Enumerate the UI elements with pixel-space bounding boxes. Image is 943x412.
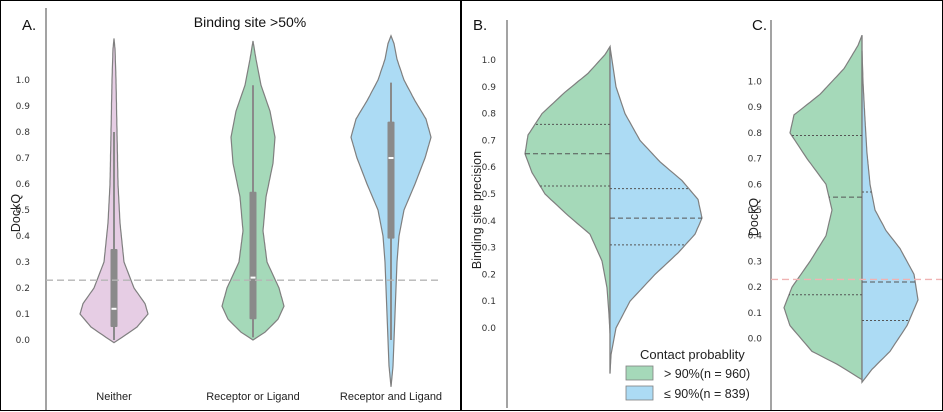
- panel-b-ytick-label: 0.5: [482, 190, 496, 200]
- iqr-box: [387, 121, 395, 239]
- panel-a-plot: 0.0 0.1 0.2 0.3 0.4 0.5 0.6 0.7 0.8 0.9 1.0: [16, 8, 440, 410]
- panel-b-ytick-label: 0.6: [482, 163, 497, 173]
- iqr-box: [110, 249, 118, 327]
- panel-b-ytick-label: 0.4: [482, 217, 497, 227]
- panel-c-ytick-label: 0.7: [748, 155, 762, 165]
- panel-b-plot: 0.0 0.1 0.2 0.3 0.4 0.5 0.6 0.7 0.8 0.9 1.0: [482, 20, 703, 408]
- panel-a-ylabel: DockQ: [9, 194, 23, 232]
- panel-c-ylabel: DockQ: [747, 198, 761, 236]
- split-violin-high: [524, 44, 611, 334]
- panel-c-label: C.: [752, 17, 767, 34]
- panel-b-ytick-label: 1.0: [482, 56, 497, 66]
- panel-a-ytick-label: 0.2: [16, 284, 30, 294]
- panel-c-ytick-label: 0.0: [748, 335, 763, 345]
- panel-c-ytick-label: 0.4: [748, 232, 763, 242]
- panel-a-ytick-label: 0.8: [16, 128, 31, 138]
- panel-c-plot: 0.0 0.1 0.2 0.3 0.4 0.5 0.6 0.7 0.8 0.9 1.0: [748, 20, 942, 410]
- panel-b-ytick-label: 0.3: [482, 244, 496, 254]
- split-violin-high: [783, 34, 863, 381]
- category-label-receptor-or-ligand: Receptor or Ligand: [206, 391, 300, 403]
- panel-a-ytick-label: 0.0: [16, 336, 31, 346]
- panel-a-label: A.: [22, 17, 36, 34]
- panel-b-ytick-label: 0.1: [482, 297, 496, 307]
- panel-a-ytick-label: 0.3: [16, 258, 30, 268]
- iqr-box: [249, 191, 257, 320]
- panel-b-ytick-label: 0.8: [482, 110, 497, 120]
- legend-swatch-green: [625, 365, 654, 381]
- panel-b-ylabel: Binding site precision: [470, 151, 484, 269]
- panel-b-ytick-label: 0.7: [482, 136, 496, 146]
- panel-a-ytick-label: 0.6: [16, 180, 31, 190]
- panel-a-ytick-label: 1.0: [16, 76, 31, 86]
- panel-a-ytick-label: 0.1: [16, 310, 30, 320]
- legend-label-high: > 90%(n = 960): [664, 367, 750, 381]
- panel-c-ytick-label: 0.3: [748, 257, 762, 267]
- split-violin-low: [609, 46, 703, 374]
- panel-a-title: Binding site >50%: [194, 14, 306, 30]
- split-violin-low: [861, 50, 919, 384]
- panel-c-ytick-label: 0.9: [748, 103, 763, 113]
- panel-a-ytick-label: 0.4: [16, 232, 31, 242]
- legend-label-low: ≤ 90%(n = 839): [664, 387, 750, 401]
- panel-b-ytick-label: 0.2: [482, 270, 496, 280]
- panel-c-ytick-label: 0.6: [748, 180, 763, 190]
- panel-b-label: B.: [473, 17, 487, 34]
- legend-title: Contact probablity: [640, 347, 745, 362]
- panel-b-ytick-label: 0.9: [482, 83, 497, 93]
- legend: Contact probablity > 90%(n = 960) ≤ 90%(…: [625, 347, 750, 401]
- panel-c-ytick-label: 0.5: [748, 206, 762, 216]
- panel-c-ytick-label: 0.1: [748, 309, 762, 319]
- legend-swatch-blue: [625, 385, 654, 401]
- panel-a-ytick-label: 0.5: [16, 206, 30, 216]
- panel-a-border: [0, 0, 461, 411]
- category-label-receptor-and-ligand: Receptor and Ligand: [340, 391, 442, 403]
- panel-c-ytick-label: 1.0: [748, 78, 763, 88]
- panel-a-ytick-label: 0.9: [16, 102, 31, 112]
- panel-c-ytick-label: 0.2: [748, 283, 762, 293]
- panel-b-ytick-label: 0.0: [482, 324, 497, 334]
- panel-a-ytick-label: 0.7: [16, 154, 30, 164]
- category-label-neither: Neither: [96, 391, 132, 403]
- panel-c-ytick-label: 0.8: [748, 129, 763, 139]
